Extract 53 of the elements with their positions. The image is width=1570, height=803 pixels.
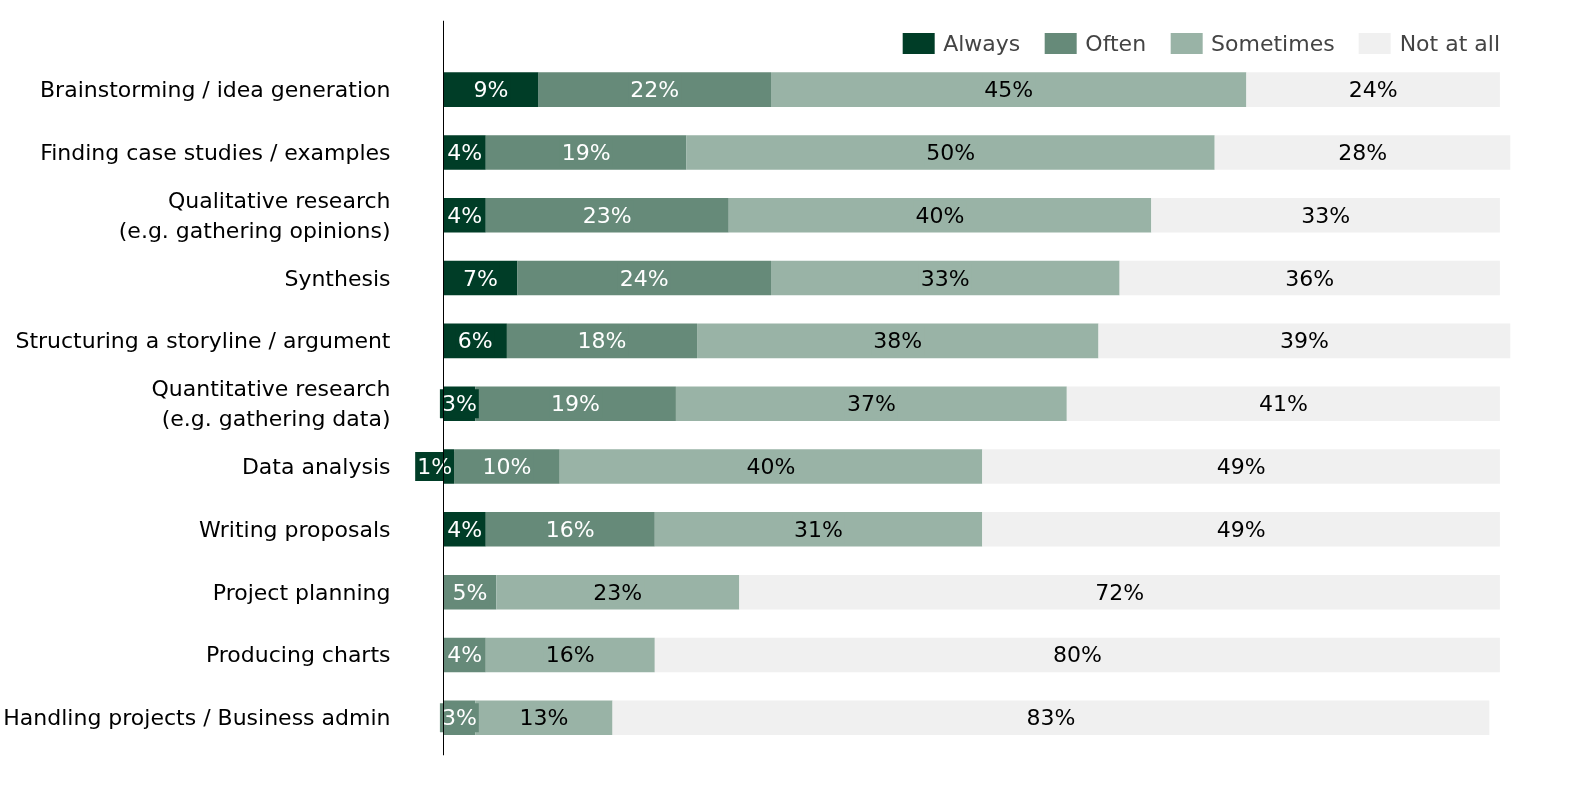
legend-label: Often	[1085, 30, 1147, 56]
data-label: 83%	[1026, 705, 1076, 731]
data-label: 18%	[577, 328, 627, 354]
data-label: 24%	[619, 265, 669, 291]
legend-label: Always	[943, 30, 1021, 56]
data-label: 49%	[1216, 454, 1266, 480]
y-tick-label: Brainstorming / idea generation	[40, 77, 391, 103]
data-label: 24%	[1348, 77, 1398, 103]
data-label: 6%	[457, 328, 493, 354]
data-label: 33%	[920, 265, 970, 291]
data-label: 40%	[746, 454, 796, 480]
data-label: 19%	[561, 139, 611, 165]
data-label: 39%	[1280, 328, 1329, 354]
data-label: 28%	[1338, 139, 1388, 165]
data-label: 41%	[1258, 391, 1308, 417]
data-label: 49%	[1216, 516, 1266, 542]
data-label: 37%	[846, 391, 896, 417]
data-label: 4%	[447, 139, 483, 165]
data-label: 23%	[593, 579, 643, 605]
y-tick-label: Structuring a storyline / argument	[15, 328, 391, 354]
legend-label: Not at all	[1399, 30, 1500, 56]
data-label: 22%	[630, 77, 680, 103]
data-label: 72%	[1095, 579, 1145, 605]
y-tick-label: Finding case studies / examples	[40, 139, 391, 165]
data-label: 23%	[582, 202, 632, 228]
data-label: 16%	[545, 516, 595, 542]
y-tick-label: Data analysis	[241, 454, 391, 480]
data-label: 4%	[447, 516, 483, 542]
data-label: 38%	[873, 328, 923, 354]
y-tick-label: Project planning	[212, 579, 391, 605]
data-label: 10%	[482, 454, 532, 480]
data-label: 4%	[447, 202, 483, 228]
data-label: 80%	[1052, 642, 1102, 668]
data-label: 36%	[1285, 265, 1335, 291]
data-label: 5%	[452, 579, 488, 605]
y-tick-label: Quantitative research (e.g. gathering data)	[151, 376, 391, 432]
data-label: 33%	[1301, 202, 1351, 228]
y-tick-label: Synthesis	[284, 265, 391, 291]
data-label: 16%	[545, 642, 595, 668]
data-label: 45%	[984, 77, 1034, 103]
y-tick-label: Handling projects / Business admin	[3, 705, 391, 731]
data-label: 50%	[926, 139, 976, 165]
y-tick-label: Writing proposals	[199, 516, 391, 542]
legend-label: Sometimes	[1211, 30, 1335, 56]
data-label: 19%	[551, 391, 601, 417]
data-label: 40%	[915, 202, 965, 228]
data-label: 7%	[463, 265, 498, 291]
y-tick-label: Producing charts	[205, 642, 391, 668]
data-label: 9%	[473, 77, 509, 103]
data-label: 31%	[794, 516, 843, 542]
y-tick-label: Qualitative research (e.g. gathering opinions)	[118, 187, 391, 243]
data-label: 4%	[447, 642, 483, 668]
data-label: 13%	[519, 705, 569, 731]
